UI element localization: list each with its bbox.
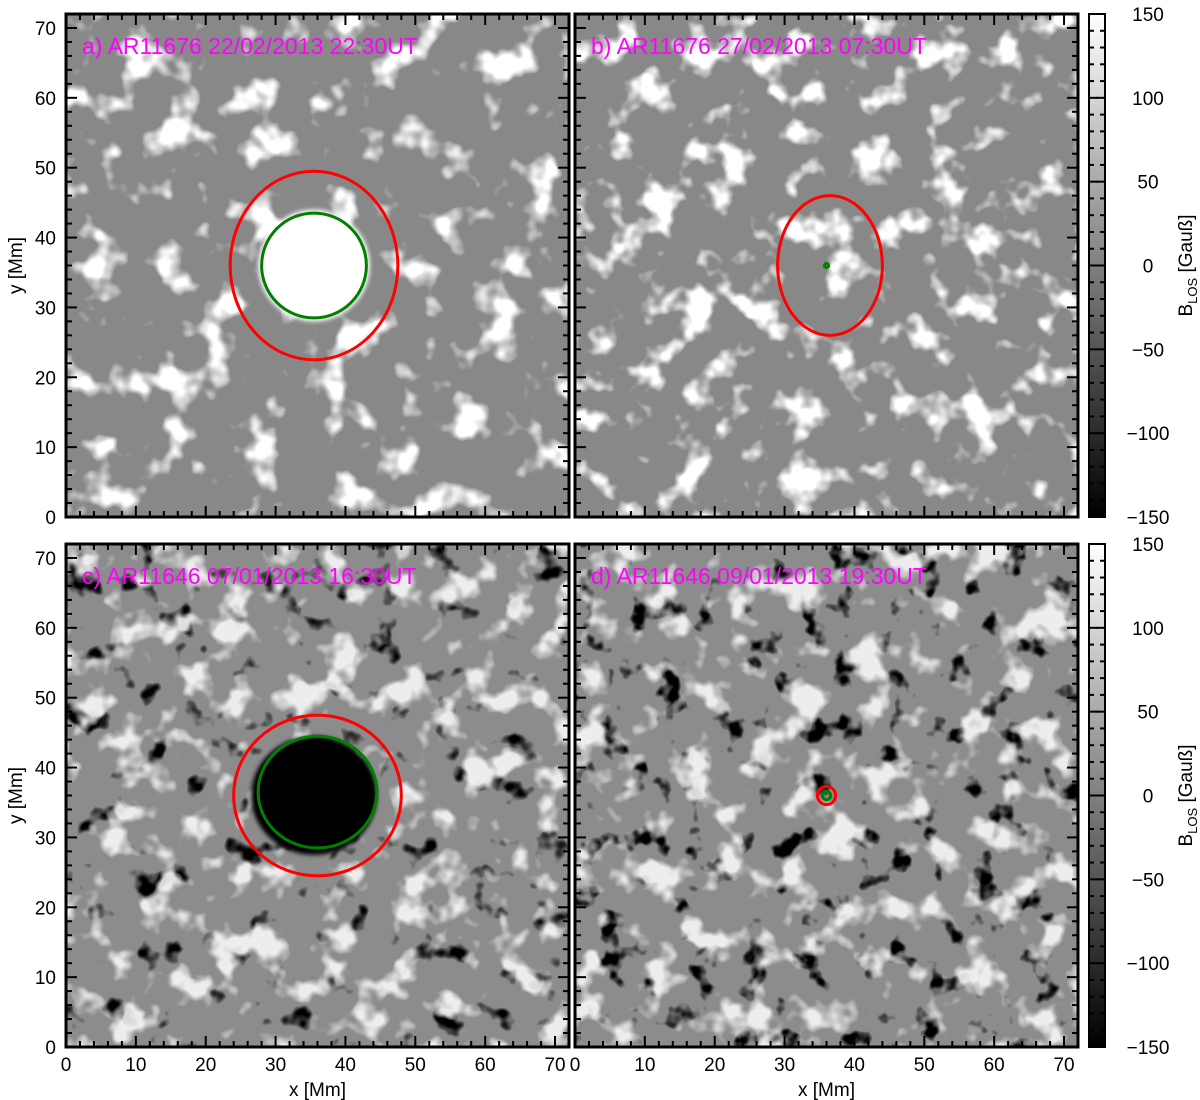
x-tick-label: 30 [265,1055,286,1076]
y-tick-label: 50 [35,689,56,710]
panel-label: a) AR11676 22/02/2013 22:30UT [82,33,418,59]
colorbar-tick-label: −150 [1127,1038,1170,1059]
panel-label: d) AR11646 09/01/2013 19:30UT [591,563,927,589]
colorbar-label: BLOS [Gauß] [1176,214,1200,316]
colorbar-tick-label: 100 [1132,619,1164,640]
x-tick-label: 60 [475,1055,496,1076]
colorbar-tick-label: −50 [1132,870,1164,891]
y-tick-label: 10 [35,438,56,459]
panel-c: 0 10 20 30 40 50 60 70 0 10 20 30 40 50 60 70 c) AR11646… [35,542,571,1076]
y-tick-label: 40 [35,229,56,250]
colorbar-tick-label: −100 [1127,424,1170,445]
x-tick-label: 10 [634,1055,655,1076]
y-tick-label: 20 [35,898,56,919]
outer-contour [815,784,838,807]
magnetogram-a [66,14,569,517]
colorbar-tick-label: 0 [1143,257,1154,278]
x-tick-label: 40 [335,1055,356,1076]
x-tick-label: 0 [61,1055,72,1076]
outer-contour [232,713,403,878]
y-tick-label: 70 [35,19,56,40]
x-tick-label: 50 [914,1055,935,1076]
y-axis-title: y [Mm] [6,767,27,824]
panel-b: b) AR11676 27/02/2013 07:30UT [573,12,1080,519]
colorbar-tick-label: 150 [1132,535,1164,556]
x-tick-label: 70 [544,1055,565,1076]
x-tick-label: 20 [195,1055,216,1076]
x-tick-label: 40 [844,1055,865,1076]
outer-contour [776,194,884,337]
magnetogram-d [575,544,1078,1047]
panel-label: c) AR11646 07/01/2013 16:30UT [82,563,417,589]
y-tick-label: 40 [35,759,56,780]
ticks [574,543,1079,1048]
y-tick-label: 50 [35,159,56,180]
magnetogram-b [575,14,1078,517]
x-axis-title: x [Mm] [289,1080,346,1100]
x-tick-label: 30 [774,1055,795,1076]
colorbar-2: 150 100 50 0 −50 −100 −150 BLOS [Gauß] [1088,535,1200,1059]
ticks [65,13,570,518]
colorbar-tick-label: 100 [1132,89,1164,110]
y-tick-label: 0 [45,1038,56,1059]
colorbar-tick-label: −150 [1127,508,1170,529]
x-tick-label: 60 [984,1055,1005,1076]
colorbar-tick-label: 150 [1132,5,1164,26]
magnetogram-c [66,544,569,1047]
colorbar-label: BLOS [Gauß] [1176,744,1200,846]
y-tick-label: 10 [35,968,56,989]
colorbar-tick-label: 50 [1137,703,1158,724]
colorbar-tick-label: −50 [1132,340,1164,361]
axis-titles-layer: y [Mm] y [Mm] x [Mm] x [Mm] [6,237,855,1100]
colorbar-1: 150 100 50 0 −50 −100 −150 BLOS [Gauß] [1088,5,1200,529]
panel-d: 0 10 20 30 40 50 60 70 d) AR11646 09/01/2013 19:… [570,542,1080,1076]
inner-contour [822,261,831,270]
colorbar-tick-label: 50 [1137,173,1158,194]
y-tick-label: 30 [35,298,56,319]
y-tick-label: 60 [35,619,56,640]
magnetogram-texture-plage [575,544,1078,1047]
y-tick-label: 20 [35,368,56,389]
ticks [65,543,570,1048]
colorbar-tick-label: 0 [1143,787,1154,808]
inner-contour [260,211,368,320]
outer-contour [228,169,400,362]
panel-label: b) AR11676 27/02/2013 07:30UT [591,33,927,59]
ticks [574,13,1079,518]
y-tick-label: 60 [35,89,56,110]
inner-contour [820,789,833,802]
x-axis-title: x [Mm] [798,1080,855,1100]
x-tick-label: 0 [570,1055,581,1076]
sunspot-umbra [251,736,377,855]
y-tick-label: 0 [45,508,56,529]
sunspot-umbra [258,209,370,322]
x-tick-label: 10 [125,1055,146,1076]
panel-a: 0 10 20 30 40 50 60 70 a) AR11676 22/02/2013 22:… [35,12,571,529]
y-tick-label: 70 [35,549,56,570]
colorbar-tick-label: −100 [1127,954,1170,975]
x-tick-label: 20 [704,1055,725,1076]
y-axis-title: y [Mm] [6,237,27,294]
panels-layer: 0 10 20 30 40 50 60 70 a) AR11676 22/02/2013 22:… [35,12,1080,1076]
colorbars-layer: 150 100 50 0 −50 −100 −150 BLOS [Gauß] 150 100 50 0… [1088,5,1200,1059]
y-tick-label: 30 [35,828,56,849]
x-tick-label: 70 [1053,1055,1074,1076]
magnetogram-texture [575,14,1078,517]
inner-contour [256,734,379,850]
x-tick-label: 50 [405,1055,426,1076]
